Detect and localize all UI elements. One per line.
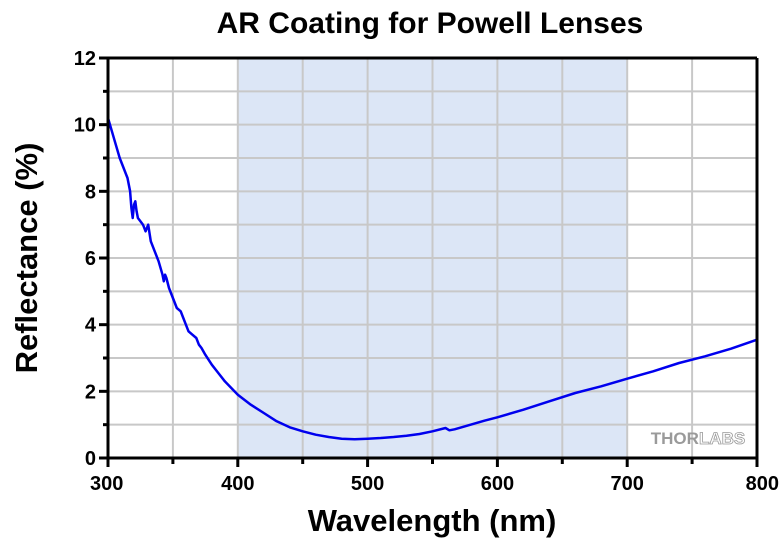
y-tick-label: 2 (85, 381, 96, 403)
x-tick-label: 600 (481, 473, 514, 495)
y-tick-label: 8 (85, 181, 96, 203)
x-tick-label: 300 (90, 473, 123, 495)
series-line-reflectance (106, 117, 758, 441)
plot-area: THORLABS 300 400 500 600 700 800 0 2 4 6 8 10 12 (74, 48, 779, 495)
x-tick-label: 500 (351, 473, 384, 495)
watermark-labs: LABS (699, 429, 745, 448)
x-tick-label: 700 (611, 473, 644, 495)
x-tick-label: 400 (221, 473, 254, 495)
y-axis-title: Reflectance (%) (9, 143, 44, 374)
chart-title: AR Coating for Powell Lenses (217, 7, 644, 40)
y-tick-label: 6 (85, 248, 96, 270)
x-axis-title: Wavelength (nm) (308, 503, 557, 538)
y-tick-label: 12 (74, 48, 96, 70)
y-tick-label: 4 (85, 315, 97, 337)
y-tick-label: 10 (74, 115, 96, 137)
watermark-thor: THOR (651, 429, 699, 448)
x-tick-label: 800 (746, 473, 779, 495)
thorlabs-watermark: THORLABS (651, 429, 745, 448)
y-tick-label: 0 (85, 448, 96, 470)
